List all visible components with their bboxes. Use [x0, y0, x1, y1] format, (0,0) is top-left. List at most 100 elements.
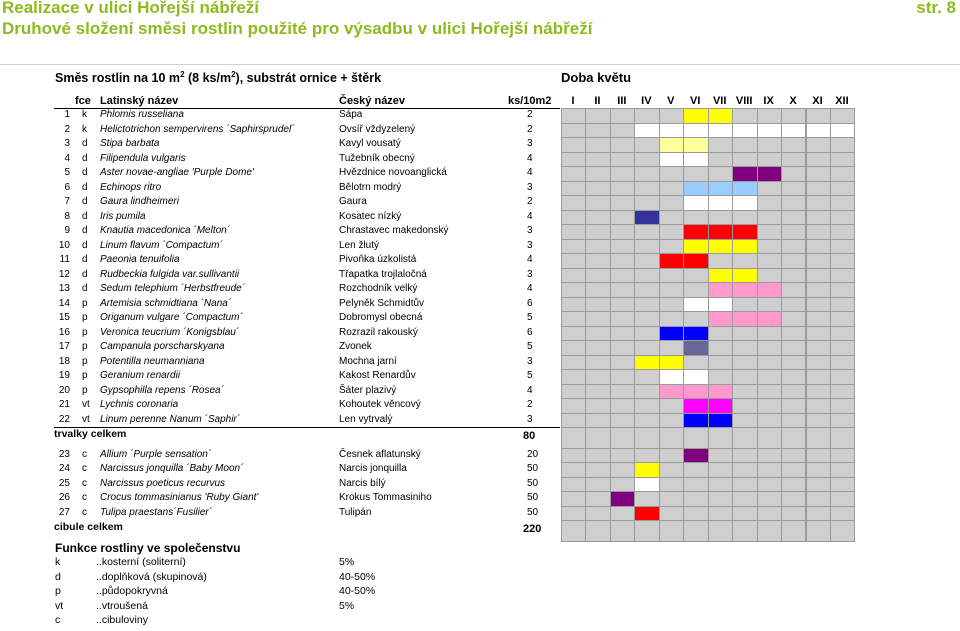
bloom-cell	[732, 447, 758, 463]
bloom-cell	[732, 267, 758, 283]
mix-heading-a: Směs rostlin na 10 m	[55, 71, 181, 86]
table-row: 4 d Filipendula vulgaris Tužebník obecný 4	[0, 151, 960, 167]
bloom-cell	[609, 462, 636, 478]
month-header: III	[617, 95, 627, 107]
month-header: VIII	[735, 95, 753, 107]
cell-lat: Artemisia schmidtiana ´Nana´	[100, 297, 232, 309]
cell-lat: Phlomis russeliana	[100, 109, 184, 120]
page-title: Realizace v ulici Hořejší nábřeží	[2, 0, 260, 17]
bloom-cell	[658, 354, 685, 370]
bloom-cell	[805, 267, 831, 283]
bloom-cell	[781, 427, 807, 449]
bloom-cell	[781, 354, 807, 370]
cell-n: 11	[59, 254, 70, 265]
bloom-cell	[781, 195, 807, 211]
bloom-cell	[707, 296, 734, 312]
bloom-cell	[707, 369, 734, 385]
cell-cz: Kosatec nízký	[339, 210, 402, 222]
bloom-cell	[829, 296, 856, 312]
cell-ks: 3	[527, 268, 533, 280]
cell-cz: Rozrazil rakouský	[339, 326, 418, 338]
bloom-cell	[585, 151, 611, 167]
cell-n: 3	[64, 138, 70, 149]
cell-lat: Lychnis coronaria	[100, 399, 179, 410]
subtotal-label: trvalky celkem	[54, 428, 127, 440]
bloom-cell	[634, 282, 660, 298]
table-row: 25 c Narcissus poeticus recurvus Narcis bíl…	[0, 476, 960, 492]
bloom-cell	[732, 209, 758, 225]
bloom-cell	[707, 462, 734, 478]
bloom-cell	[609, 238, 636, 254]
cell-lat: Potentilla neumanniana	[100, 355, 205, 367]
cell-lat: Gypsophilla repens ´Rosea´	[100, 384, 224, 396]
bloom-cell	[732, 180, 758, 196]
bloom-cell	[634, 427, 660, 449]
bloom-cell	[585, 311, 611, 327]
bloom-cell	[805, 383, 831, 399]
bloom-cell	[805, 195, 831, 211]
bloom-cell	[781, 209, 807, 225]
bloom-cell	[707, 491, 734, 507]
bloom-cell	[634, 476, 660, 492]
cell-cz: Sápa	[339, 109, 363, 120]
cell-f: c	[82, 477, 87, 489]
bloom-cell	[756, 122, 783, 138]
cell-lat: Knautia macedonica ´Melton´	[100, 225, 231, 236]
month-header: IX	[763, 95, 774, 107]
cell-n: 6	[64, 181, 70, 193]
cell-n: 17	[58, 341, 70, 352]
cell-cz: Tulipán	[339, 506, 372, 518]
bloom-cell	[707, 108, 734, 124]
bloom-cell	[658, 224, 685, 240]
top-divider	[0, 64, 960, 65]
bloom-cell	[732, 476, 758, 492]
bloom-cell	[829, 282, 856, 298]
cell-f: d	[82, 225, 88, 236]
mix-heading-c: ), substrát ornice + štěrk	[235, 71, 382, 86]
table-row: 13 d Sedum telephium ´Herbstfreude´ Rozchod…	[0, 282, 960, 298]
bloom-cell	[561, 166, 587, 182]
bloom-cell	[781, 369, 807, 385]
bloom-cell	[561, 476, 587, 492]
cell-ks: 5	[527, 312, 533, 323]
bloom-cell	[561, 151, 587, 167]
bloom-cell	[756, 311, 783, 327]
function-desc: ..cibuloviny	[96, 614, 148, 626]
bloom-cell	[732, 151, 758, 167]
bloom-cell	[805, 325, 831, 341]
bloom-cell	[585, 166, 611, 182]
cell-cz: Gaura	[339, 196, 367, 207]
bloom-cell	[829, 195, 856, 211]
bloom-cell	[561, 354, 587, 370]
cell-n: 15	[58, 312, 70, 323]
bloom-cell	[561, 398, 587, 414]
bloom-cell	[781, 311, 807, 327]
cell-f: d	[82, 138, 88, 149]
bloom-cell	[634, 505, 660, 521]
bloom-cell	[561, 108, 587, 124]
bloom-cell	[707, 427, 734, 449]
cell-lat: Iris pumila	[100, 210, 146, 222]
bloom-cell	[781, 505, 807, 521]
bloom-cell	[585, 427, 611, 449]
bloom-cell	[805, 447, 831, 463]
cell-cz: Šáter plazivý	[339, 384, 397, 396]
bloom-cell	[658, 151, 685, 167]
cell-n: 9	[64, 225, 70, 236]
cell-f: d	[82, 152, 88, 164]
bloom-cell	[585, 238, 611, 254]
bloom-cell	[732, 122, 758, 138]
cell-f: c	[82, 448, 87, 460]
bloom-cell	[561, 122, 587, 138]
bloom-cell	[805, 296, 831, 312]
cell-f: p	[82, 326, 88, 338]
bloom-cell	[634, 108, 660, 124]
bloom-cell	[634, 151, 660, 167]
bloom-cell	[658, 122, 685, 138]
bloom-cell	[829, 520, 856, 542]
function-code: p	[55, 585, 61, 597]
bloom-cell	[707, 151, 734, 167]
cell-n: 25	[58, 477, 70, 489]
bloom-cell	[683, 325, 709, 341]
table-row: 22 vt Linum perenne Nanum ´Saphir´ Len vytr…	[0, 412, 960, 428]
